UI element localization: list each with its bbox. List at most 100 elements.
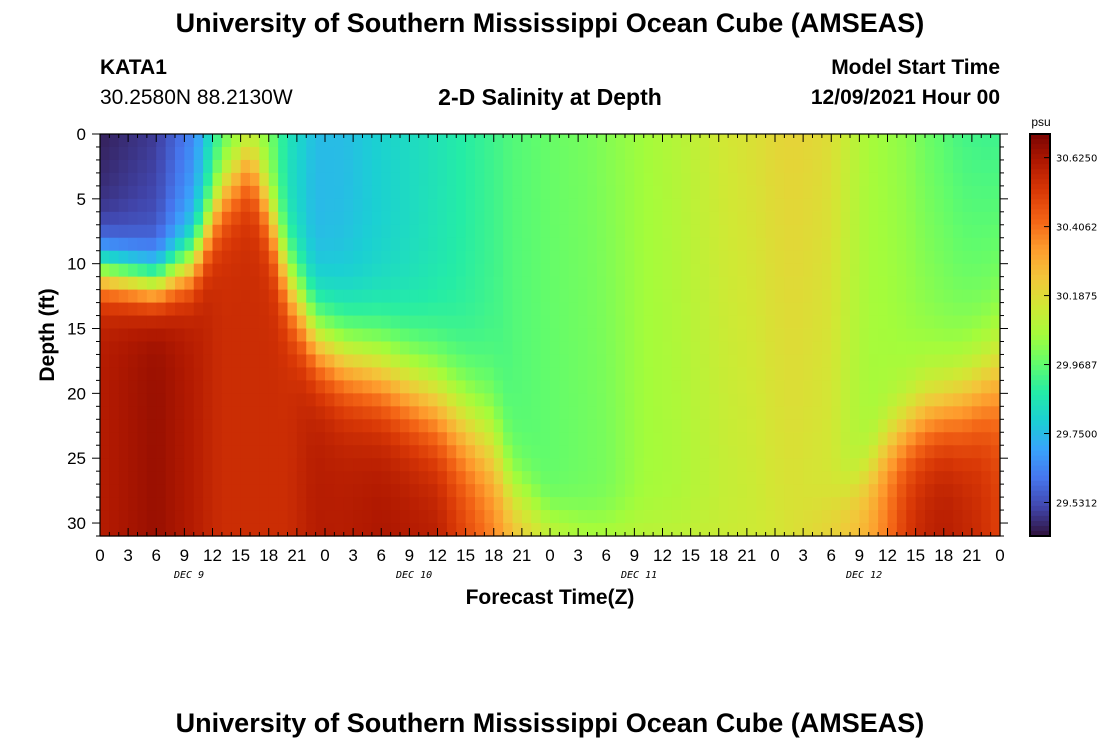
heatmap-cell [587, 445, 598, 459]
heatmap-cell [540, 328, 551, 343]
heatmap-cell [859, 302, 870, 317]
heatmap-cell [550, 315, 560, 330]
heatmap-cell [587, 354, 598, 369]
heatmap-cell [156, 134, 167, 148]
heatmap-cell [990, 328, 1001, 343]
heatmap-cell [118, 419, 129, 433]
heatmap-cell [100, 380, 110, 394]
heatmap-cell [662, 458, 673, 472]
heatmap-cell [428, 237, 439, 252]
heatmap-cell [503, 458, 514, 472]
heatmap-cell [765, 458, 776, 472]
heatmap-cell [456, 445, 467, 459]
heatmap-cell [250, 289, 260, 304]
heatmap-cell [671, 289, 682, 304]
heatmap-cell [184, 172, 195, 187]
heatmap-cell [850, 328, 860, 343]
heatmap-cell [653, 237, 664, 252]
heatmap-cell [953, 289, 964, 304]
model-start-label: Model Start Time [831, 56, 1000, 79]
heatmap-cell [775, 328, 785, 343]
heatmap-cell [578, 523, 589, 537]
heatmap-cell [887, 289, 898, 304]
heatmap-cell [878, 224, 889, 239]
heatmap-cell [868, 276, 879, 291]
heatmap-cell [296, 484, 307, 498]
heatmap-cell [587, 146, 598, 161]
heatmap-cell [465, 146, 476, 161]
heatmap-cell [118, 198, 129, 213]
heatmap-cell [850, 445, 860, 459]
heatmap-cell [990, 523, 1001, 537]
heatmap-cell [484, 263, 495, 278]
heatmap-cell [446, 211, 457, 226]
heatmap-cell [756, 510, 767, 524]
heatmap-cell [887, 432, 898, 446]
heatmap-cell [821, 354, 832, 369]
heatmap-cell [381, 354, 392, 369]
heatmap-cell [278, 146, 289, 161]
heatmap-cell [850, 250, 860, 265]
heatmap-cell [953, 224, 964, 239]
heatmap-cell [137, 458, 148, 472]
heatmap-cell [578, 497, 589, 511]
heatmap-cell [100, 445, 110, 459]
heatmap-cell [409, 276, 420, 291]
heatmap-cell [418, 510, 429, 524]
heatmap-cell [653, 393, 664, 407]
heatmap-cell [671, 445, 682, 459]
heatmap-cell [906, 134, 917, 148]
heatmap-cell [793, 458, 804, 472]
heatmap-cell [521, 497, 532, 511]
heatmap-cell [784, 354, 795, 369]
heatmap-cell [287, 185, 298, 200]
heatmap-cell [831, 445, 842, 459]
heatmap-cell [250, 380, 260, 394]
heatmap-cell [887, 159, 898, 174]
heatmap-cell [250, 419, 260, 433]
heatmap-cell [315, 146, 326, 161]
heatmap-cell [578, 419, 589, 433]
heatmap-cell [671, 198, 682, 213]
heatmap-cell [212, 497, 223, 511]
heatmap-cell [306, 445, 317, 459]
heatmap-cell [681, 458, 692, 472]
heatmap-cell [943, 523, 954, 537]
heatmap-cell [643, 328, 654, 343]
heatmap-cell [578, 380, 589, 394]
heatmap-cell [221, 211, 232, 226]
heatmap-cell [446, 276, 457, 291]
heatmap-cell [643, 523, 654, 537]
heatmap-cell [175, 497, 185, 511]
heatmap-cell [118, 406, 129, 420]
heatmap-cell [203, 432, 214, 446]
heatmap-cell [671, 134, 682, 148]
heatmap-cell [906, 224, 917, 239]
heatmap-cell [156, 146, 167, 161]
heatmap-cell [315, 393, 326, 407]
heatmap-cell [203, 510, 214, 524]
heatmap-cell [906, 380, 917, 394]
heatmap-cell [812, 328, 823, 343]
colorbar-segment [1030, 395, 1050, 401]
heatmap-cell [981, 315, 992, 330]
x-tick-label: 15 [681, 546, 700, 565]
heatmap-cell [381, 198, 392, 213]
x-tick-label: 9 [855, 546, 864, 565]
heatmap-cell [887, 198, 898, 213]
heatmap-cell [878, 211, 889, 226]
heatmap-cell [906, 302, 917, 317]
heatmap-cell [315, 432, 326, 446]
heatmap-cell [634, 276, 645, 291]
heatmap-cell [803, 276, 814, 291]
heatmap-cell [775, 341, 785, 356]
heatmap-cell [934, 471, 945, 485]
heatmap-cell [212, 471, 223, 485]
heatmap-cell [353, 315, 364, 330]
heatmap-cell [193, 523, 204, 537]
heatmap-cell [700, 276, 710, 291]
heatmap-cell [390, 367, 401, 381]
heatmap-cell [625, 276, 635, 291]
heatmap-cell [746, 172, 757, 187]
heatmap-cell [137, 445, 148, 459]
